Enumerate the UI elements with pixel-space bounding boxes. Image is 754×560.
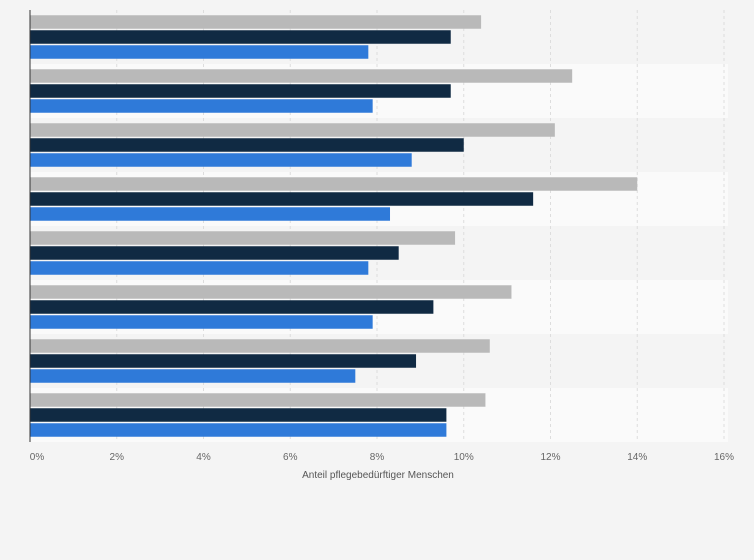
bar (30, 408, 447, 422)
bar (30, 207, 391, 221)
bar (30, 192, 534, 206)
x-tick-label: 4% (196, 452, 211, 463)
bar (30, 15, 482, 29)
bar (30, 369, 356, 383)
bar (30, 300, 434, 314)
x-tick-label: 2% (110, 452, 125, 463)
x-tick-label: 14% (627, 452, 647, 463)
x-axis-tick-labels: 0% 2% 4% 6% 8% 10% 12% 14% 16% (30, 452, 734, 463)
bar (30, 99, 373, 113)
bar (30, 45, 369, 59)
bar (30, 69, 573, 83)
bar (30, 123, 555, 137)
bar (30, 261, 369, 275)
bars (30, 15, 638, 437)
bar (30, 153, 412, 167)
bar (30, 177, 638, 191)
x-tick-label: 0% (30, 452, 45, 463)
x-tick-label: 16% (714, 452, 734, 463)
x-tick-label: 8% (370, 452, 385, 463)
bar (30, 84, 451, 98)
bar (30, 246, 399, 260)
bar (30, 393, 486, 407)
x-axis-title: Anteil pflegebedürftiger Menschen (302, 470, 454, 481)
x-tick-label: 6% (283, 452, 298, 463)
bar (30, 285, 512, 299)
bar (30, 30, 451, 44)
x-tick-label: 10% (454, 452, 474, 463)
bar (30, 315, 373, 329)
bar (30, 354, 417, 368)
bar (30, 423, 447, 437)
bar (30, 339, 490, 353)
x-tick-label: 12% (540, 452, 560, 463)
bar (30, 231, 456, 245)
bar (30, 138, 464, 152)
